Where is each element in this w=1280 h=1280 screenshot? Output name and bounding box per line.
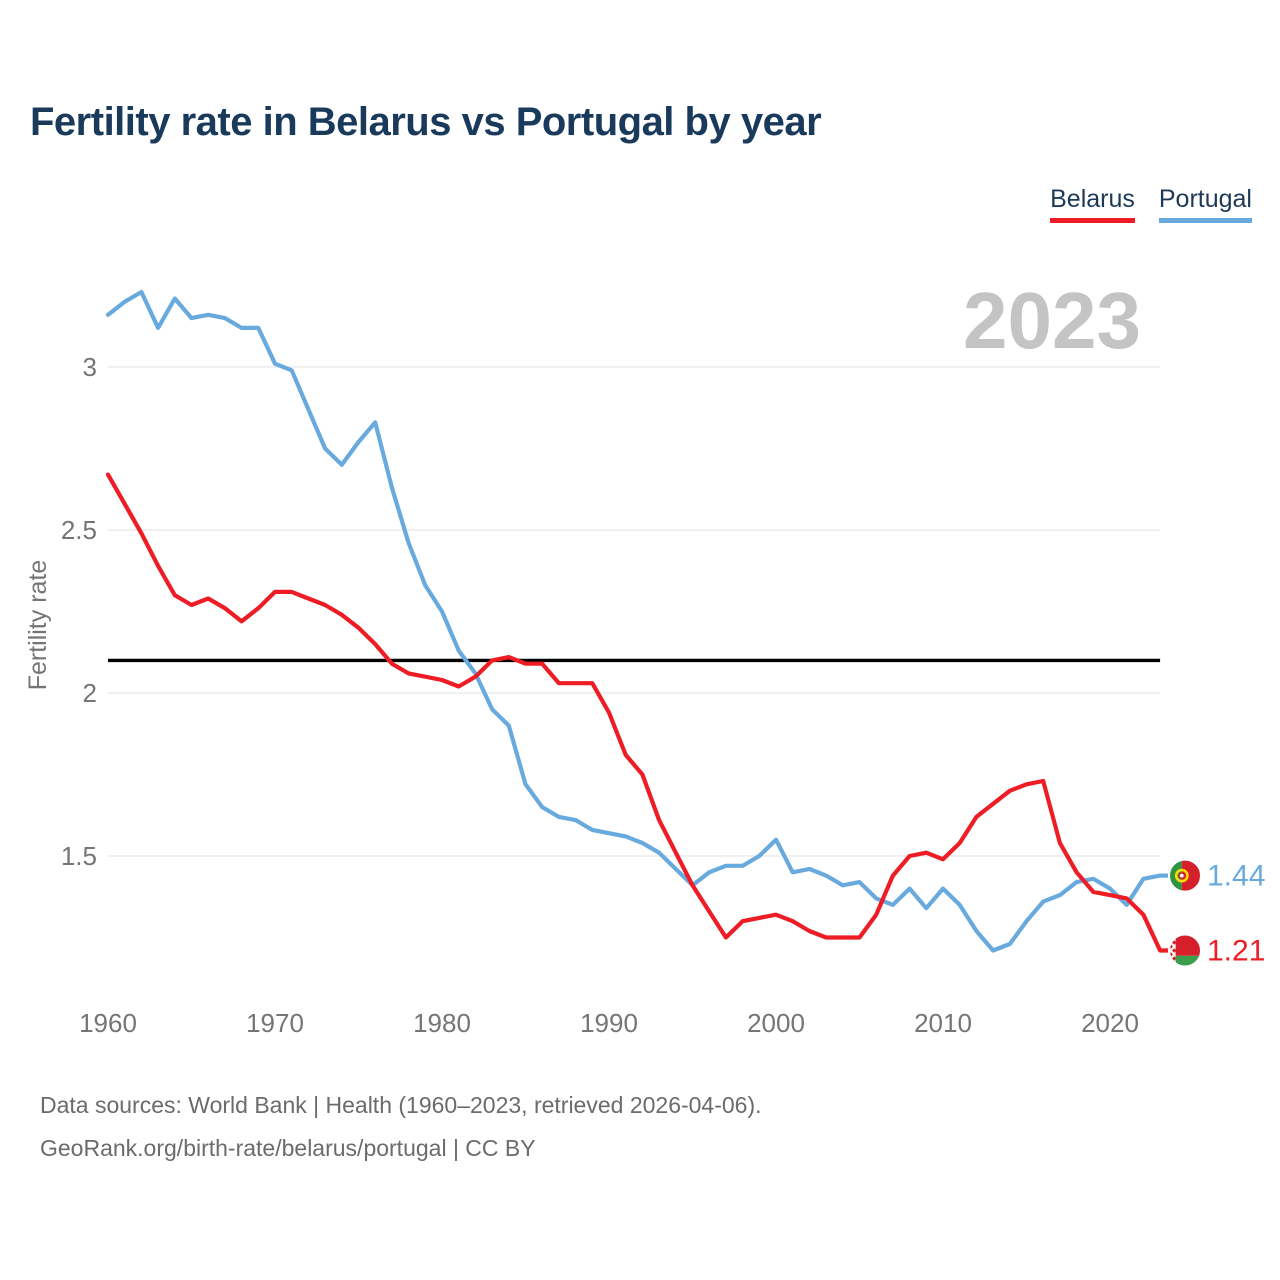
legend-item-belarus[interactable]: Belarus [1050,185,1135,223]
watermark-year: 2023 [963,276,1141,365]
x-tick-label-2010: 2010 [914,1008,972,1038]
by-ornament-dot-8 [1169,964,1174,967]
y-tick-label-2: 2 [83,678,97,708]
x-tick-label-1960: 1960 [79,1008,137,1038]
x-tick-label-2020: 2020 [1081,1008,1139,1038]
by-ornament-dot-7 [1171,934,1177,937]
end-value-label-portugal: 1.44 [1207,860,1265,893]
legend: Belarus Portugal [1050,185,1252,223]
y-axis-title: Fertility rate [24,560,52,691]
x-tick-label-1990: 1990 [580,1008,638,1038]
pt-armillary-ring [1174,868,1189,883]
belarus-flag-border [1168,933,1202,968]
footer-source-line: Data sources: World Bank | Health (1960–… [40,1092,762,1118]
page-title: Fertility rate in Belarus vs Portugal by… [30,100,822,144]
footer-attribution-line: GeoRank.org/birth-rate/belarus/portugal … [40,1135,536,1161]
y-tick-label-2.5: 2.5 [61,515,97,545]
pt-shield [1178,872,1186,879]
fertility-line-chart: 3 2.5 2 1.5 Fertility rate 2023 1960 1970 1980 19… [24,276,1265,1038]
y-tick-label-3: 3 [83,352,97,382]
portugal-flag-icon [1168,858,1202,893]
pt-red-band [1181,859,1201,892]
x-tick-label-1970: 1970 [246,1008,304,1038]
belarus-flag-icon [1168,933,1202,968]
portugal-flag-border [1168,858,1202,893]
x-tick-label-2000: 2000 [747,1008,805,1038]
y-tick-label-1.5: 1.5 [61,841,97,871]
by-green-band [1175,955,1201,967]
series-line-belarus [105,472,1174,953]
end-value-label-belarus: 1.21 [1207,935,1265,968]
x-tick-label-1980: 1980 [413,1008,471,1038]
series-line-portugal [105,289,1174,953]
by-red-band [1175,934,1201,956]
footer: Data sources: World Bank | Health (1960–… [40,1084,762,1170]
legend-item-portugal[interactable]: Portugal [1158,185,1252,223]
